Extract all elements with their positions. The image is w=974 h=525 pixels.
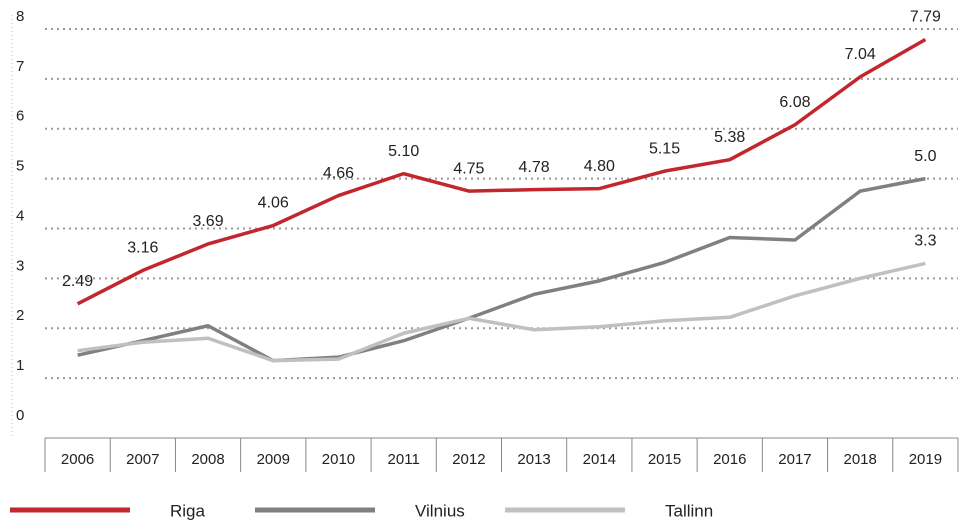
y-tick-label: 3 xyxy=(16,257,24,274)
x-tick-label: 2013 xyxy=(517,451,550,468)
data-label: 4.66 xyxy=(323,165,354,182)
data-label: 7.04 xyxy=(845,46,876,63)
y-tick-label: 1 xyxy=(16,357,24,374)
line xyxy=(77,176,926,363)
x-tick-label: 2008 xyxy=(191,451,224,468)
data-label: 5.38 xyxy=(714,129,745,146)
x-tick-label: 2017 xyxy=(778,451,811,468)
data-label: 3.69 xyxy=(192,213,223,230)
data-label: 6.08 xyxy=(779,94,810,111)
x-tick-label: 2018 xyxy=(843,451,876,468)
legend-label: Tallinn xyxy=(665,501,713,520)
data-label: 4.80 xyxy=(584,158,615,175)
line xyxy=(76,37,927,306)
x-tick-label: 2007 xyxy=(126,451,159,468)
data-label: 2.49 xyxy=(62,273,93,290)
x-tick-label: 2012 xyxy=(452,451,485,468)
data-label: 5.0 xyxy=(914,148,936,165)
data-label: 3.16 xyxy=(127,240,158,257)
data-label: 4.78 xyxy=(519,159,550,176)
x-tick-label: 2016 xyxy=(713,451,746,468)
x-tick-label: 2014 xyxy=(583,451,616,468)
data-label: 5.10 xyxy=(388,143,419,160)
y-tick-label: 7 xyxy=(16,58,24,75)
x-tick-label: 2010 xyxy=(322,451,355,468)
y-tick-label: 5 xyxy=(16,158,24,175)
data-label: 3.3 xyxy=(914,233,936,250)
x-tick-label: 2006 xyxy=(61,451,94,468)
y-tick-label: 0 xyxy=(16,407,24,424)
line xyxy=(77,261,926,363)
y-tick-label: 8 xyxy=(16,8,24,25)
y-tick-label: 6 xyxy=(16,108,24,125)
legend-label: Vilnius xyxy=(415,501,465,520)
data-label: 5.15 xyxy=(649,140,680,157)
x-tick-label: 2019 xyxy=(909,451,942,468)
x-tick-label: 2009 xyxy=(257,451,290,468)
data-label: 7.79 xyxy=(910,9,941,26)
y-tick-label: 4 xyxy=(16,207,24,224)
x-tick-label: 2015 xyxy=(648,451,681,468)
x-tick-label: 2011 xyxy=(388,451,420,468)
data-label: 4.06 xyxy=(258,195,289,212)
legend-label: Riga xyxy=(170,501,206,520)
y-tick-label: 2 xyxy=(16,307,24,324)
data-label: 4.75 xyxy=(453,160,484,177)
